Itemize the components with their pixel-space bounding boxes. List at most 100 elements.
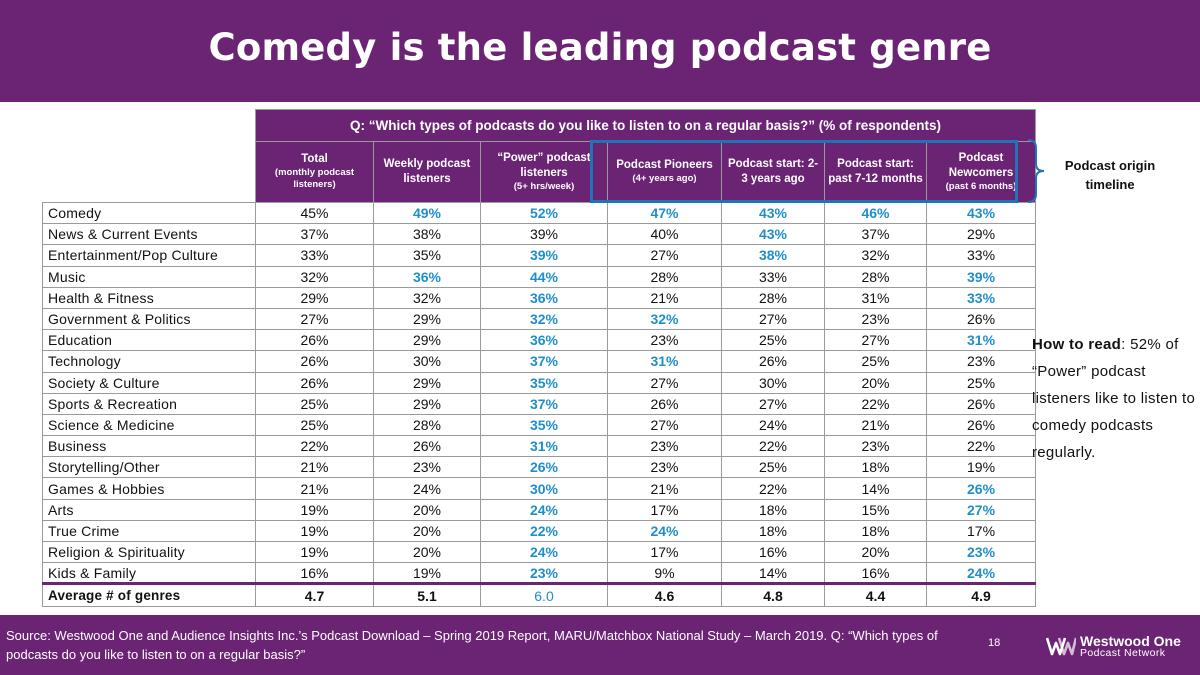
value-cell: 27% <box>607 371 722 394</box>
table-row: Religion & Spirituality 19% 20% 24% 17% 16% 20… <box>42 540 1037 564</box>
value-cell: 22% <box>925 435 1037 458</box>
podcast-origin-label: Podcast origin timeline <box>1064 158 1156 192</box>
value-cell: 29% <box>373 392 481 415</box>
logo-line1: Westwood One <box>1080 633 1181 649</box>
value-cell: 23% <box>607 329 722 352</box>
value-cell: 38% <box>721 244 825 267</box>
value-cell: 17% <box>607 540 722 564</box>
value-cell: 23% <box>925 350 1037 373</box>
value-cell: 26% <box>925 413 1037 437</box>
column-header-label: Podcast Newcomers <box>948 151 1014 179</box>
value-cell: 31% <box>607 350 722 373</box>
value-cell: 4.7 <box>255 582 374 608</box>
value-cell: 39% <box>925 265 1037 288</box>
genre-cell: Sports & Recreation <box>42 392 256 415</box>
column-header-sub: (monthly podcast listeners) <box>274 167 355 191</box>
value-cell: 18% <box>824 519 927 543</box>
genre-cell: Comedy <box>42 201 256 225</box>
value-cell: 35% <box>480 413 608 437</box>
value-cell: 25% <box>824 350 927 373</box>
column-header-label: Weekly podcast listeners <box>383 158 471 185</box>
value-cell: 31% <box>925 329 1037 352</box>
value-cell: 22% <box>721 477 825 500</box>
value-cell: 18% <box>721 519 825 543</box>
source-note: Source: Westwood One and Audience Insigh… <box>6 628 938 662</box>
value-cell: 19% <box>925 456 1037 479</box>
table-row: Games & Hobbies 21% 24% 30% 21% 22% 14% 26% <box>42 477 1037 500</box>
column-header-label: Podcast start: past 7-12 months <box>828 158 923 185</box>
table-row: Sports & Recreation 25% 29% 37% 26% 27% 22% 26% <box>42 392 1037 415</box>
value-cell: 29% <box>925 223 1037 246</box>
table-row: True Crime 19% 20% 22% 24% 18% 18% 17% <box>42 519 1037 543</box>
table-row: Education 26% 29% 36% 23% 25% 27% 31% <box>42 329 1037 352</box>
column-header: “Power” podcast listeners (5+ hrs/week) <box>480 141 608 203</box>
value-cell: 32% <box>607 307 722 331</box>
value-cell: 37% <box>824 223 927 246</box>
value-cell: 15% <box>824 498 927 521</box>
genre-cell: True Crime <box>42 519 256 543</box>
value-cell: 31% <box>480 435 608 458</box>
column-header-label: “Power” podcast listeners <box>497 151 591 179</box>
value-cell: 24% <box>607 519 722 543</box>
table-row: News & Current Events 37% 38% 39% 40% 43% 37% 2… <box>42 223 1037 246</box>
genre-cell: Entertainment/Pop Culture <box>42 244 256 267</box>
genre-cell: Business <box>42 435 256 458</box>
genre-cell: Science & Medicine <box>42 413 256 437</box>
how-to-read-text: 52% of “Power” podcast listeners like to… <box>1032 336 1196 461</box>
value-cell: 33% <box>721 265 825 288</box>
value-cell: 21% <box>607 286 722 309</box>
value-cell: 21% <box>824 413 927 437</box>
table-row: Comedy 45% 49% 52% 47% 43% 46% 43% <box>42 201 1037 225</box>
blank-cell <box>42 109 256 142</box>
value-cell: 17% <box>607 498 722 521</box>
value-cell: 23% <box>373 456 481 479</box>
column-header: Podcast start: past 7-12 months <box>824 141 927 203</box>
value-cell: 49% <box>373 201 481 225</box>
title-bar: Comedy is the leading podcast genre <box>0 0 1200 102</box>
value-cell: 5.1 <box>373 582 481 608</box>
value-cell: 37% <box>480 350 608 373</box>
column-header: Total (monthly podcast listeners) <box>255 141 374 203</box>
value-cell: 33% <box>255 244 374 267</box>
value-cell: 47% <box>607 201 722 225</box>
value-cell: 40% <box>607 223 722 246</box>
how-to-read-note: How to read: 52% of “Power” podcast list… <box>1032 331 1197 466</box>
value-cell: 27% <box>255 307 374 331</box>
value-cell: 4.9 <box>925 582 1037 608</box>
value-cell: 14% <box>721 562 825 585</box>
value-cell: 18% <box>824 456 927 479</box>
column-header: Podcast Pioneers (4+ years ago) <box>607 141 722 203</box>
page-title: Comedy is the leading podcast genre <box>208 25 992 69</box>
genre-cell: Religion & Spirituality <box>42 540 256 564</box>
column-header: Podcast start: 2-3 years ago <box>721 141 825 203</box>
value-cell: 26% <box>255 350 374 373</box>
value-cell: 26% <box>373 435 481 458</box>
table-row: Storytelling/Other 21% 23% 26% 23% 25% 18% 19% <box>42 456 1037 479</box>
value-cell: 21% <box>255 477 374 500</box>
footer: Source: Westwood One and Audience Insigh… <box>0 615 1200 675</box>
value-cell: 32% <box>373 286 481 309</box>
table-row: Music 32% 36% 44% 28% 33% 28% 39% <box>42 265 1037 288</box>
value-cell: 39% <box>480 244 608 267</box>
value-cell: 29% <box>255 286 374 309</box>
value-cell: 25% <box>925 371 1037 394</box>
genre-cell: Kids & Family <box>42 562 256 585</box>
value-cell: 43% <box>721 223 825 246</box>
logo-line2: Podcast Network <box>1080 647 1166 659</box>
value-cell: 37% <box>480 392 608 415</box>
table-row: Science & Medicine 25% 28% 35% 27% 24% 21% 26% <box>42 413 1037 437</box>
value-cell: 43% <box>925 201 1037 225</box>
value-cell: 27% <box>607 244 722 267</box>
value-cell: 26% <box>255 329 374 352</box>
value-cell: 4.8 <box>721 582 825 608</box>
column-header-sub: (5+ hrs/week) <box>513 180 575 192</box>
value-cell: 28% <box>607 265 722 288</box>
how-to-read-label: How to read <box>1032 336 1122 353</box>
value-cell: 33% <box>925 244 1037 267</box>
value-cell: 16% <box>824 562 927 585</box>
column-header: Podcast Newcomers (past 6 months) <box>925 141 1037 203</box>
value-cell: 39% <box>480 223 608 246</box>
value-cell: 22% <box>721 435 825 458</box>
genre-cell: Music <box>42 265 256 288</box>
right-curly-brace-icon <box>1027 139 1045 203</box>
